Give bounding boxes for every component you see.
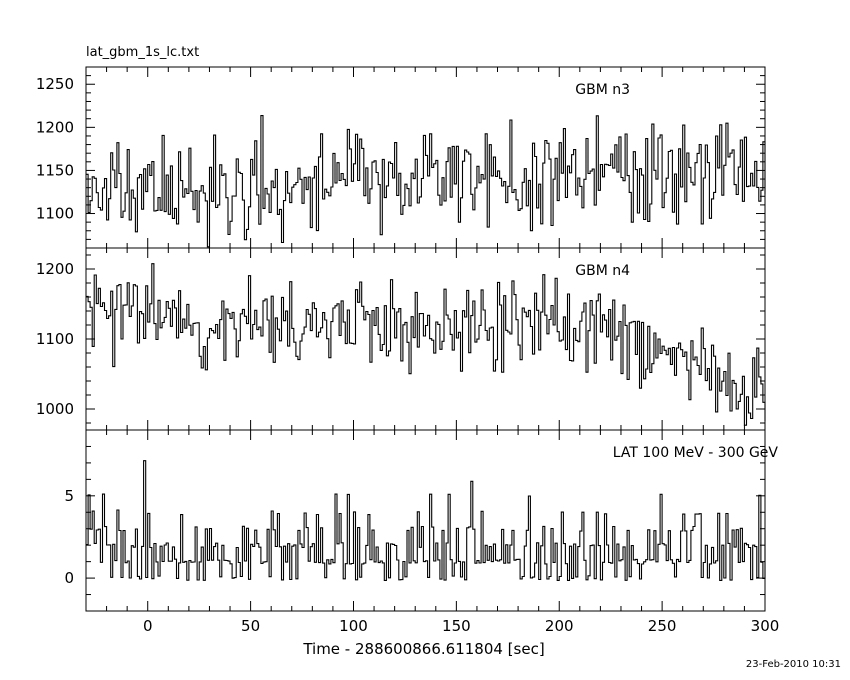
series-line xyxy=(86,460,766,581)
x-tick-label: 200 xyxy=(545,617,574,635)
x-tick-label: 150 xyxy=(442,617,471,635)
panel-label: LAT 100 MeV - 300 GeV xyxy=(613,445,779,461)
panel-frame xyxy=(85,429,766,612)
x-tick-label: 50 xyxy=(241,617,260,635)
x-tick-label: 0 xyxy=(143,617,153,635)
y-tick-label: 1200 xyxy=(36,260,74,278)
x-tick-label: 300 xyxy=(751,617,780,635)
y-tick-label: 1100 xyxy=(36,330,74,348)
y-tick-label: 5 xyxy=(64,487,74,505)
panel-frame xyxy=(85,66,766,249)
x-axis-label: Time - 288600866.611804 [sec] xyxy=(302,640,544,658)
y-tick-label: 1150 xyxy=(36,161,74,179)
x-tick-label: 100 xyxy=(339,617,368,635)
series-line xyxy=(86,263,766,426)
timestamp: 23-Feb-2010 10:31 xyxy=(745,659,841,670)
panel-label: GBM n3 xyxy=(575,82,630,98)
x-tick-label: 250 xyxy=(648,617,677,635)
panel-label: GBM n4 xyxy=(575,263,630,279)
y-tick-label: 1200 xyxy=(36,118,74,136)
file-title: lat_gbm_1s_lc.txt xyxy=(86,45,200,60)
y-tick-label: 1250 xyxy=(36,75,74,93)
y-tick-label: 1000 xyxy=(36,400,74,418)
y-tick-label: 0 xyxy=(64,569,74,587)
series-line xyxy=(86,115,766,248)
y-tick-label: 1100 xyxy=(36,205,74,223)
panel-frame xyxy=(85,247,766,431)
